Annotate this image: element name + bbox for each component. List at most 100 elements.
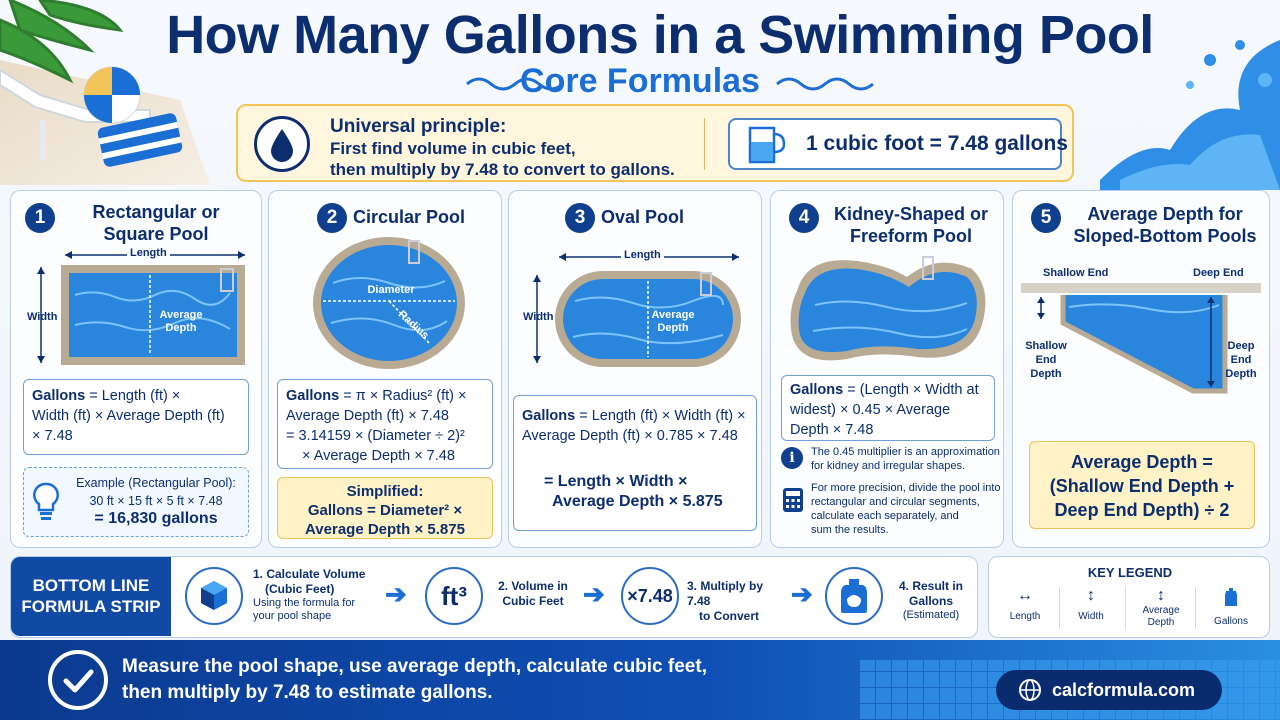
legend-title: KEY LEGEND <box>1087 565 1173 580</box>
step-1-text: 1. Calculate Volume (Cubic Feet) Using t… <box>253 567 373 623</box>
step-number-badge: 2 <box>317 203 347 233</box>
example-box: Example (Rectangular Pool): 30 ft × 15 f… <box>23 467 249 537</box>
formula-keyword: Gallons <box>32 388 86 404</box>
formula-line4: × Average Depth × 7.48 <box>302 448 455 464</box>
formula-line1: = (Length × Width at <box>843 382 979 398</box>
panel-title-line1: Average Depth for <box>1087 204 1243 224</box>
diameter-label: Diameter <box>367 284 415 296</box>
depth-label-line2: Depth <box>657 322 689 334</box>
note2-line4: sum the results. <box>811 524 889 536</box>
poolside-decoration <box>0 0 210 185</box>
cube-icon <box>185 567 243 625</box>
principle-box: Universal principle: First find volume i… <box>236 104 1074 182</box>
step-number-badge: 5 <box>1031 203 1061 233</box>
oval-pool-diagram <box>533 253 741 367</box>
example-result: = 16,830 gallons <box>94 510 218 527</box>
depth-label: Average Depth <box>151 309 211 335</box>
shallow-depth-label: Shallow End Depth <box>1023 339 1069 381</box>
deep-depth-label: Deep End Depth <box>1219 339 1263 381</box>
note2-line1: For more precision, divide the pool into <box>811 482 1001 494</box>
legend-item-depth: ↕ Average Depth <box>1129 587 1193 629</box>
panel-title-line2: Sloped-Bottom Pools <box>1073 226 1257 246</box>
panel-title: Circular Pool <box>353 207 466 227</box>
avg-depth-line1: Average Depth = <box>1071 452 1213 472</box>
formula-keyword: Gallons <box>790 382 844 398</box>
water-drop-icon <box>254 116 310 172</box>
shallow-depth-line3: Depth <box>1030 368 1062 380</box>
panel-sloped: 5 Average Depth for Sloped-Bottom Pools … <box>1012 190 1270 548</box>
gallon-jug-icon <box>1225 588 1237 606</box>
note1-line1: The 0.45 multiplier is an approximation <box>811 446 1000 458</box>
note-precision: For more precision, divide the pool into… <box>811 481 1001 537</box>
measuring-cup-icon <box>748 126 786 164</box>
deep-depth-line3: Depth <box>1225 368 1257 380</box>
shallow-depth-line1: Shallow <box>1025 340 1067 352</box>
deep-depth-line1: Deep <box>1227 340 1255 352</box>
arrow-right-icon: ➔ <box>791 579 813 609</box>
avg-depth-line3: Deep End Depth) ÷ 2 <box>1054 500 1230 520</box>
formula-line3: Depth × 7.48 <box>790 422 874 438</box>
step-2-title2: Cubic Feet <box>502 594 564 608</box>
lightbulb-icon <box>33 482 59 520</box>
globe-icon <box>1019 679 1041 701</box>
simplified-title: Simplified: <box>346 483 424 500</box>
panel-title-line1: Rectangular or <box>92 202 220 222</box>
website-link[interactable]: calcformula.com <box>996 670 1222 710</box>
formula-line2: Width (ft) × Average Depth (ft) <box>32 408 225 424</box>
page-subtitle: Core Formulas <box>520 62 760 100</box>
sloped-pool-diagram <box>1021 283 1261 394</box>
key-legend: KEY LEGEND ↔ Length ↕ Width ↕ Average De… <box>988 556 1270 638</box>
step-4-text: 4. Result in Gallons (Estimated) <box>891 579 971 622</box>
step-3-text: 3. Multiply by 7.48 to Convert <box>687 579 787 624</box>
checkmark-icon <box>48 650 108 710</box>
towel-icon <box>97 113 183 167</box>
panel-title: Oval Pool <box>601 207 685 227</box>
step-1-sub1: Using the formula for <box>253 597 356 609</box>
rectangular-pool-diagram <box>37 251 245 365</box>
multiply-icon: ×7.48 <box>621 567 679 625</box>
formula-line4: Average Depth × 5.875 <box>552 493 723 510</box>
wave-left-icon <box>466 77 564 91</box>
example-line2: 30 ft × 15 ft × 5 ft × 7.48 <box>89 494 223 508</box>
footer-line2: then multiply by 7.48 to estimate gallon… <box>122 682 493 703</box>
step-number-badge: 4 <box>789 203 819 233</box>
formula-line3: = Length × Width × <box>544 473 688 490</box>
formula-line3: × 7.48 <box>32 428 73 444</box>
formula-keyword: Gallons <box>522 408 576 424</box>
depth-label-line1: Average <box>159 309 203 321</box>
jug-icon <box>825 567 883 625</box>
principle-text: Universal principle: First find volume i… <box>330 116 710 180</box>
width-label: Width <box>27 311 58 323</box>
step-4-title2: Gallons <box>908 594 953 608</box>
example-line1: Example (Rectangular Pool): <box>76 476 236 490</box>
panel-title: Rectangular or Square Pool <box>61 201 251 245</box>
footer-summary: Measure the pool shape, use average dept… <box>122 654 882 706</box>
simplified-line2: Average Depth × 5.875 <box>305 521 465 538</box>
kidney-pool-diagram <box>790 256 986 361</box>
simplified-line1: Gallons = Diameter² × <box>307 502 463 519</box>
length-label: Length <box>127 247 170 259</box>
strip-label-line1: BOTTOM LINE <box>32 576 150 595</box>
length-label: Length <box>621 249 664 261</box>
deep-end-label: Deep End <box>1193 267 1244 279</box>
depth-label: Average Depth <box>643 309 703 335</box>
footer-banner: Measure the pool shape, use average dept… <box>0 640 1280 720</box>
panel-kidney: 4 Kidney-Shaped or Freeform Pool Gallons… <box>770 190 1004 548</box>
simplified-box: Simplified: Gallons = Diameter² × Averag… <box>277 477 493 539</box>
formula-box: Gallons = Length (ft) × Width (ft) × Ave… <box>513 395 757 531</box>
step-3-title2: to Convert <box>699 609 759 623</box>
legend-divider <box>1125 587 1126 629</box>
note2-line3: calculate each separately, and <box>811 510 959 522</box>
circular-pool-diagram <box>313 237 465 369</box>
arrow-right-icon: ➔ <box>385 579 407 609</box>
water-splash-decoration <box>1100 40 1280 190</box>
step-1-title2: (Cubic Feet) <box>265 582 335 596</box>
legend-label: Average <box>1142 605 1180 616</box>
formula-line2: Average Depth (ft) × 0.785 × 7.48 <box>522 428 738 444</box>
double-arrow-horizontal-icon: ↔ <box>1017 587 1033 604</box>
step-3-title: 3. Multiply by 7.48 <box>687 579 764 608</box>
step-4-sub: (Estimated) <box>902 609 960 621</box>
note2-line2: rectangular and circular segments, <box>811 496 980 508</box>
strip-label: BOTTOM LINE FORMULA STRIP <box>11 557 171 636</box>
avg-depth-line2: (Shallow End Depth + <box>1049 476 1235 496</box>
